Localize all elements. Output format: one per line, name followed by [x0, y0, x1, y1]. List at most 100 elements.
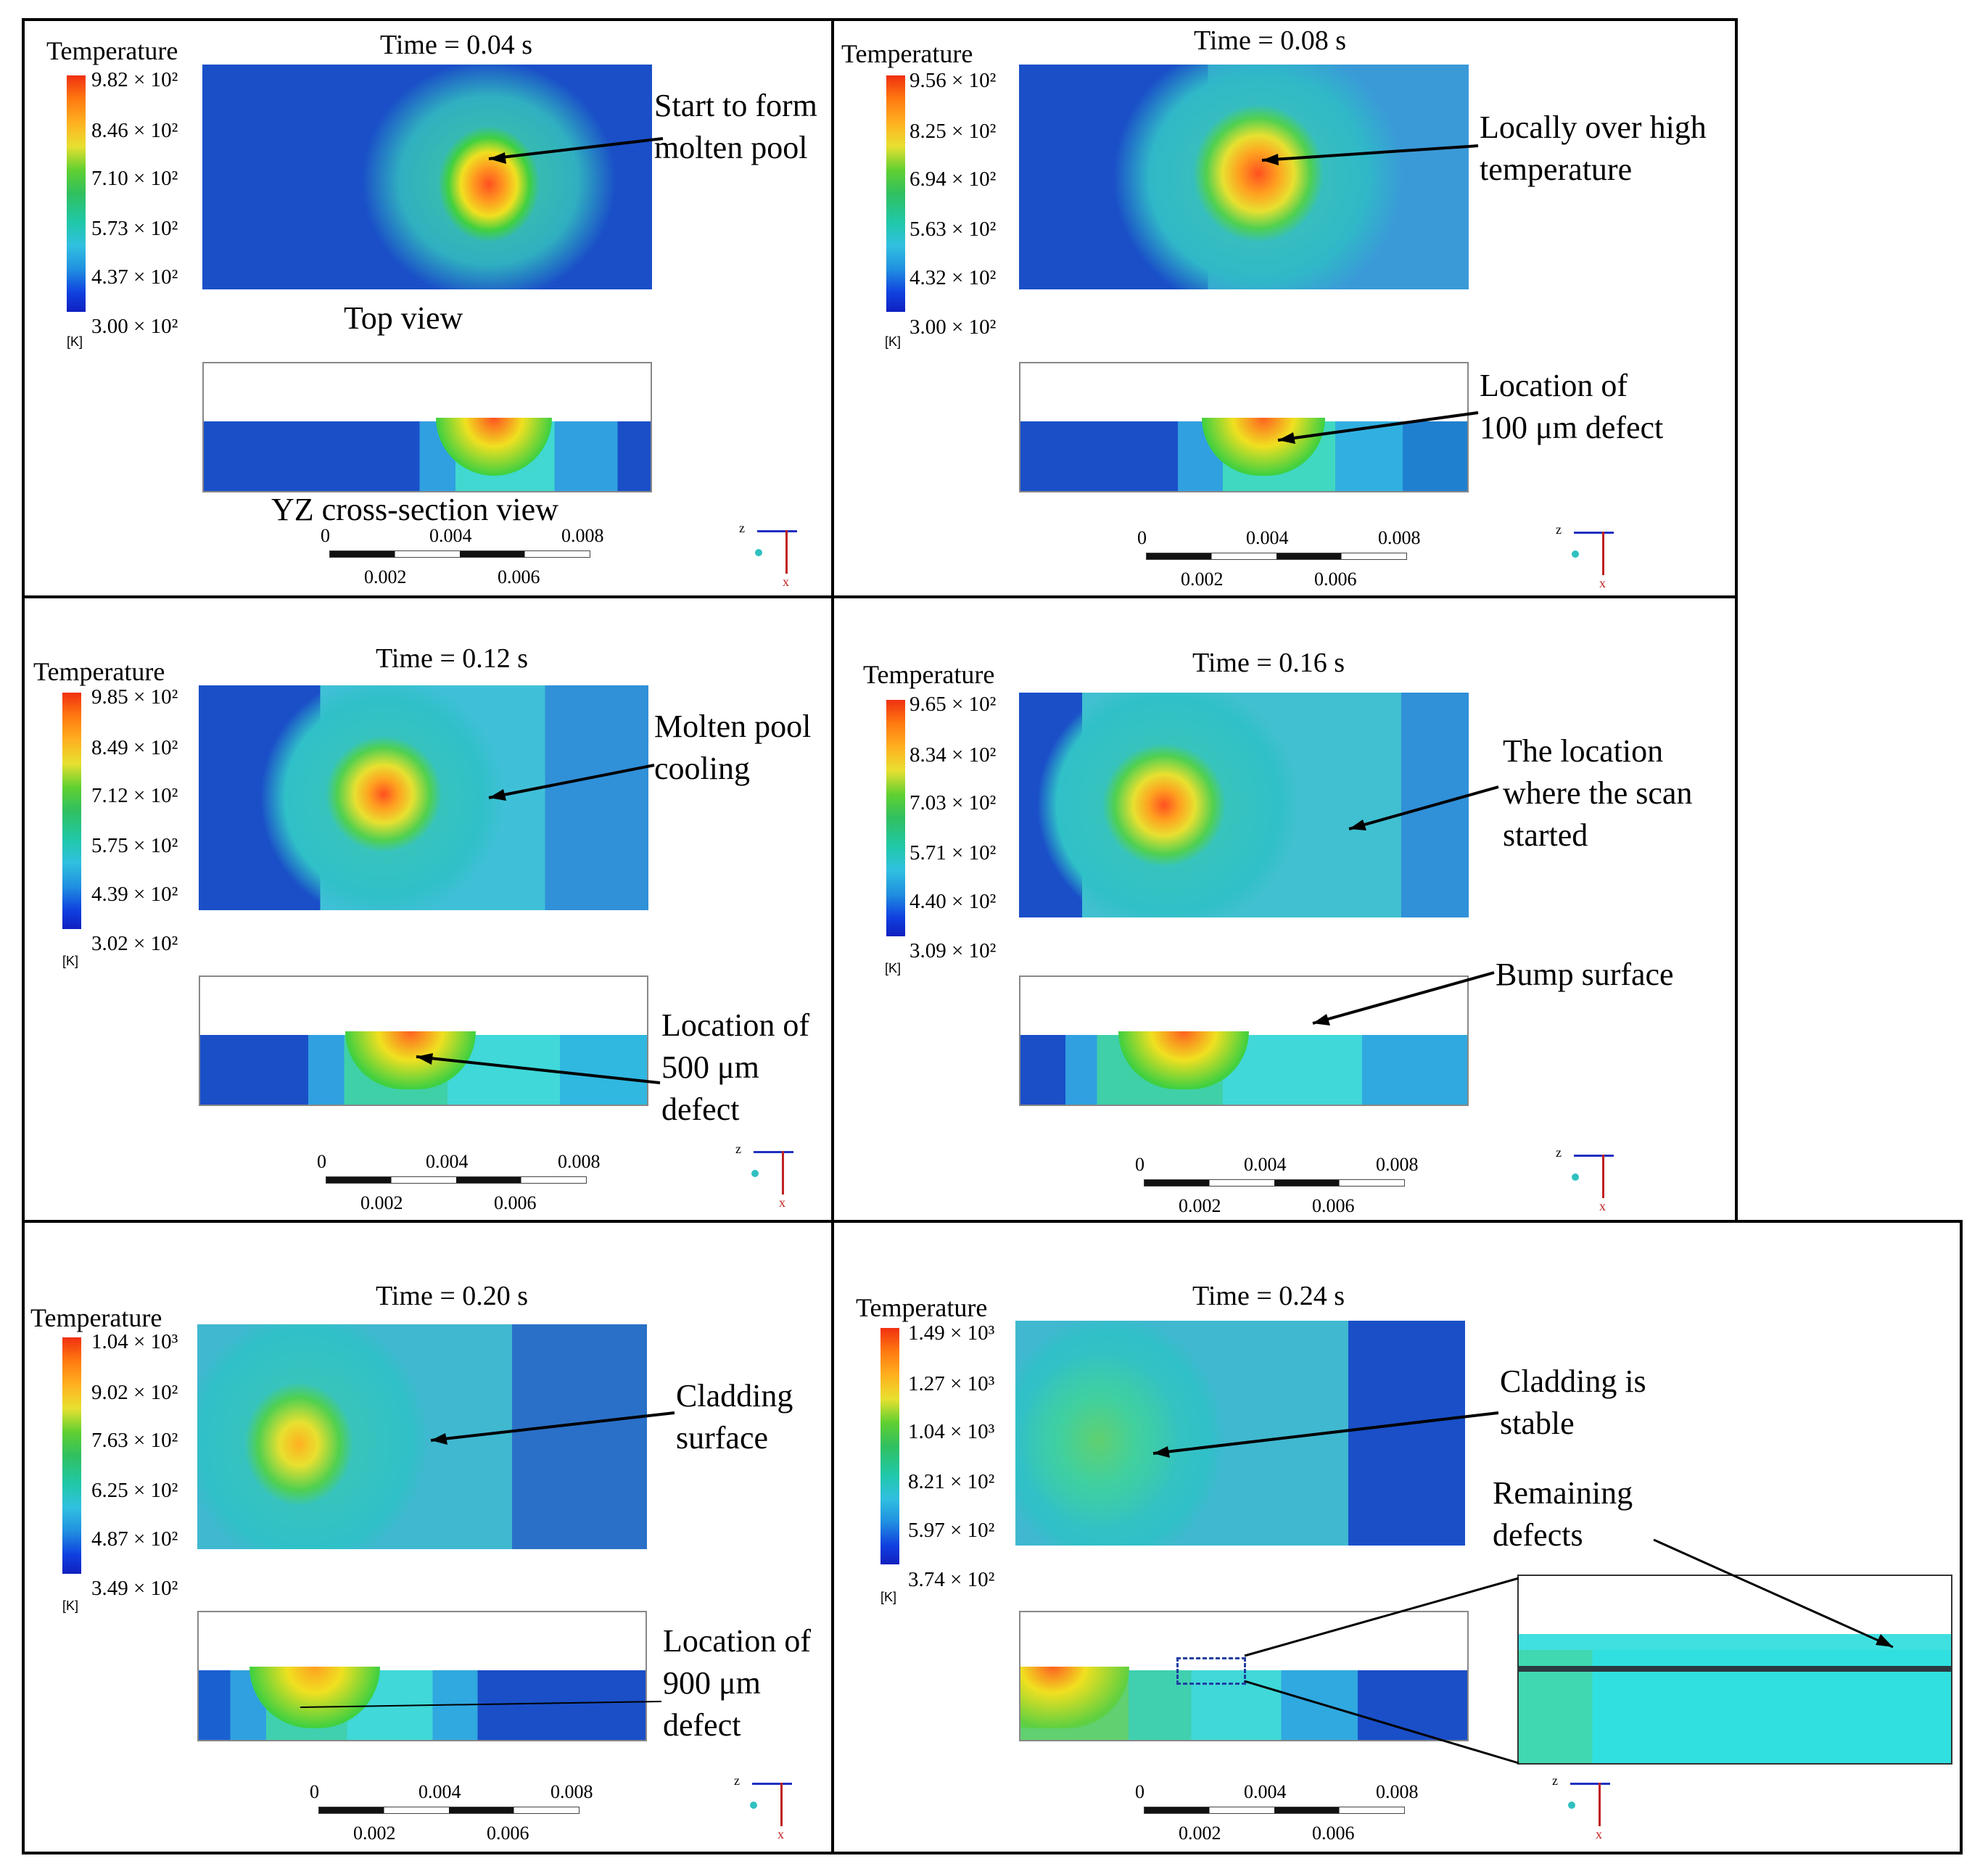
- scale-bar: [1144, 1179, 1405, 1187]
- annotation-line4: 900 μm: [663, 1665, 761, 1701]
- legend-values: 1.04 × 10³ 9.02 × 10² 7.63 × 10² 6.25 × …: [91, 1330, 236, 1600]
- panel-time: Time = 0.16 s: [1192, 648, 1345, 678]
- scale-tick: 0.002: [1179, 1823, 1221, 1844]
- legend-unit: [K]: [880, 1590, 897, 1604]
- axis-x-label: x: [1599, 1199, 1606, 1213]
- legend-value: 4.87 × 10²: [91, 1527, 178, 1551]
- legend-title: Temperature: [30, 1303, 162, 1332]
- legend-value: 1.04 × 10³: [908, 1420, 995, 1443]
- annotation-line4: Bump surface: [1496, 957, 1674, 992]
- scale-tick: 0.008: [1378, 527, 1421, 548]
- legend-value: 7.63 × 10²: [91, 1429, 178, 1452]
- legend-value: 5.75 × 10²: [91, 834, 178, 857]
- annotation-line2: molten pool: [654, 130, 808, 165]
- annotation-line3: Location of: [663, 1623, 812, 1659]
- scale-tick: 0.004: [418, 1781, 461, 1802]
- scale-tick: 0.008: [558, 1151, 601, 1172]
- legend-colorbar: [62, 1337, 81, 1574]
- legend-value: 7.12 × 10²: [91, 784, 178, 807]
- panel-t024: Time = 0.24 s Temperature 1.49 × 10³ 1.2…: [831, 1220, 1963, 1854]
- legend-colorbar: [880, 1328, 899, 1564]
- legend-value: 7.10 × 10²: [91, 167, 178, 190]
- legend-value: 9.65 × 10²: [910, 693, 997, 716]
- scale-tick: 0.006: [498, 566, 540, 587]
- axis-z-label: z: [1552, 1773, 1558, 1788]
- legend-colorbar: [886, 700, 905, 936]
- axis-z-label: z: [1556, 1145, 1562, 1160]
- annotation-line2: stable: [1500, 1406, 1575, 1441]
- scale-tick: 0.008: [1376, 1154, 1419, 1175]
- annotation-arrows: [416, 764, 661, 1084]
- axis-x-label: x: [778, 1827, 784, 1841]
- axis-triad: z x: [1552, 1773, 1610, 1841]
- legend-title: Temperature: [863, 660, 995, 689]
- legend-value: 8.46 × 10²: [91, 119, 178, 142]
- cross-section-image: [199, 975, 648, 1106]
- scale-tick: 0.008: [550, 1781, 593, 1802]
- cross-section-image: [202, 362, 652, 492]
- annotation-line1: Cladding: [676, 1378, 793, 1414]
- cross-section-image: [1019, 1611, 1469, 1741]
- top-view-image: [202, 65, 652, 289]
- scale-tick: 0.002: [353, 1823, 396, 1844]
- legend-value: 4.37 × 10²: [91, 265, 178, 289]
- legend-values: 9.85 × 10² 8.49 × 10² 7.12 × 10² 5.75 × …: [91, 685, 236, 955]
- annotation-line2: surface: [676, 1420, 769, 1456]
- axis-triad: z x: [1556, 1145, 1614, 1213]
- legend-title: Temperature: [856, 1293, 988, 1322]
- legend-values: 9.82 × 10² 8.46 × 10² 7.10 × 10² 5.73 × …: [91, 68, 236, 338]
- panel-t020: Time = 0.20 s Temperature 1.04 × 10³ 9.0…: [22, 1220, 834, 1854]
- defect-zoom-inset: [1517, 1575, 1952, 1765]
- panel-t004: Time = 0.04 s Temperature 9.82 × 10² 8.4…: [22, 18, 834, 598]
- legend-value: 3.00 × 10²: [910, 315, 997, 339]
- legend-value: 1.04 × 10³: [91, 1330, 178, 1353]
- scale-bar: [326, 1176, 587, 1184]
- scale-tick: 0.004: [1244, 1154, 1287, 1175]
- annotation-line3: Remaining: [1493, 1475, 1633, 1511]
- panel-time: Time = 0.20 s: [376, 1281, 529, 1311]
- annotation-line1: The location: [1503, 733, 1664, 769]
- scale-tick: 0.008: [1376, 1781, 1419, 1802]
- axis-z-label: z: [739, 521, 745, 535]
- legend-value: 3.02 × 10²: [91, 932, 178, 955]
- annotation-line2: temperature: [1480, 152, 1633, 187]
- scale-bar: [1144, 1807, 1405, 1814]
- legend-value: 3.09 × 10²: [910, 939, 997, 962]
- legend-title: Temperature: [46, 36, 178, 65]
- legend-value: 1.49 × 10³: [908, 1321, 995, 1345]
- legend-value: 4.40 × 10²: [910, 890, 997, 913]
- top-view-image: [197, 1324, 647, 1549]
- legend-value: 5.71 × 10²: [910, 841, 997, 865]
- cross-section-label: YZ cross-section view: [271, 492, 558, 527]
- panel-time: Time = 0.12 s: [376, 643, 529, 674]
- annotation-line1: Molten pool: [654, 709, 812, 744]
- annotation-line4: defects: [1493, 1517, 1583, 1553]
- scale-bar: [1146, 553, 1407, 560]
- annotation-line1: Locally over high: [1480, 110, 1707, 145]
- panel-t012: Time = 0.12 s Temperature 9.85 × 10² 8.4…: [22, 595, 834, 1223]
- annotation-line3: Location of: [1480, 368, 1628, 403]
- scale-tick: 0.006: [1312, 1823, 1355, 1844]
- legend-value: 4.32 × 10²: [910, 266, 997, 289]
- legend-values: 9.65 × 10² 8.34 × 10² 7.03 × 10² 5.71 × …: [910, 693, 1055, 962]
- annotation-line1: Cladding is: [1500, 1363, 1646, 1399]
- top-view-image: [199, 685, 648, 910]
- legend-unit: [K]: [67, 334, 83, 349]
- axis-x-label: x: [1599, 576, 1606, 590]
- legend-value: 9.82 × 10²: [91, 68, 178, 91]
- legend-value: 7.03 × 10²: [910, 791, 997, 814]
- legend-colorbar: [67, 75, 86, 312]
- scale-tick: 0.004: [429, 525, 472, 546]
- cross-section-image: [1019, 362, 1469, 492]
- scale-tick: 0.006: [487, 1823, 529, 1844]
- legend-title: Temperature: [33, 657, 165, 686]
- scale-tick: 0.006: [1314, 569, 1357, 590]
- legend-value: 5.97 × 10²: [908, 1519, 995, 1542]
- legend-value: 8.21 × 10²: [908, 1470, 995, 1493]
- annotation-arrows: [1261, 144, 1479, 444]
- scale-tick: 0.004: [426, 1151, 469, 1172]
- scale-tick: 0.002: [364, 566, 407, 587]
- annotation-arrow: [488, 137, 664, 164]
- annotation-line5: defect: [663, 1707, 741, 1743]
- scale-tick: 0: [1137, 527, 1147, 548]
